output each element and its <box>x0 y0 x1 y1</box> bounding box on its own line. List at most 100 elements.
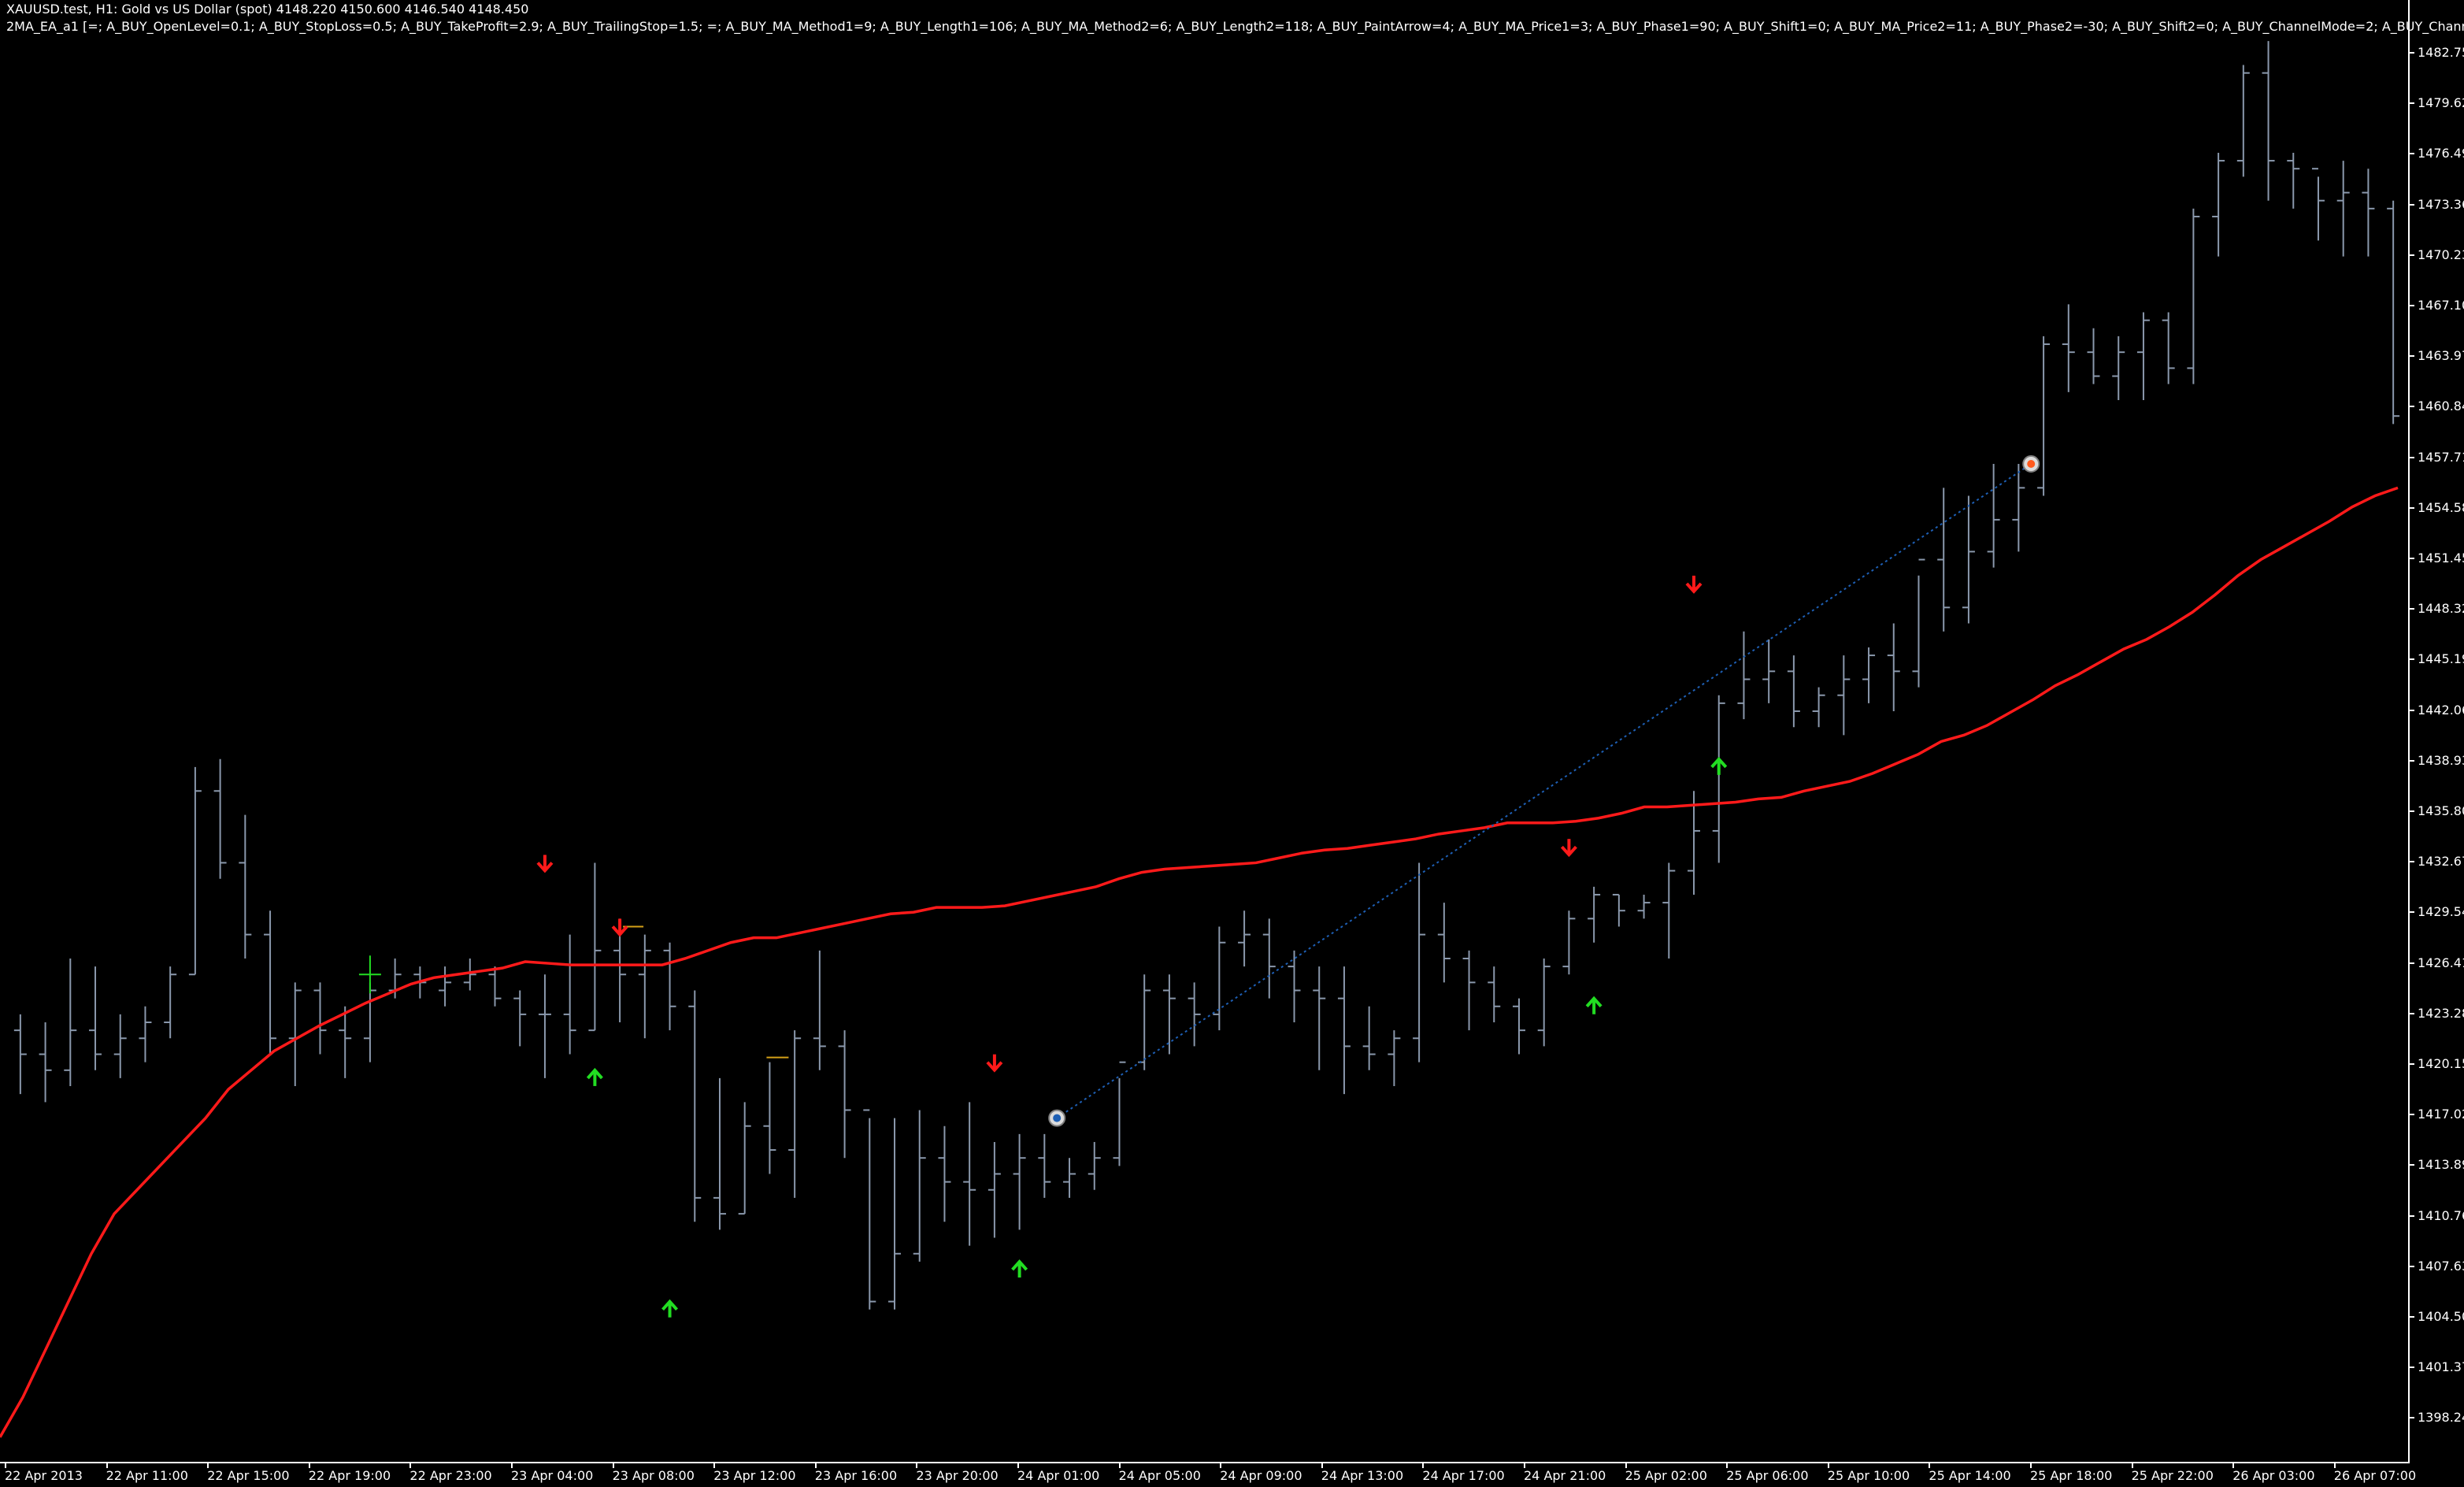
ohlc-bar <box>838 1030 851 1159</box>
ohlc-bar <box>2236 65 2250 177</box>
time-axis-tick <box>814 1462 817 1468</box>
time-axis-label: 22 Apr 2013 <box>5 1468 83 1483</box>
price-axis-label: 1451.450 <box>2418 551 2464 566</box>
ohlc-bar <box>313 982 327 1055</box>
ohlc-bar <box>188 766 202 976</box>
price-axis-label: 1482.750 <box>2418 45 2464 60</box>
ohlc-bar <box>2387 200 2400 425</box>
ohlc-bar <box>1537 958 1551 1047</box>
price-axis-label: 1442.060 <box>2418 702 2464 718</box>
price-axis-tick <box>2408 1063 2414 1065</box>
price-axis-tick <box>2408 203 2414 206</box>
price-axis-tick <box>2408 810 2414 812</box>
ohlc-bar <box>1662 862 1676 959</box>
ohlc-bar <box>2037 336 2051 496</box>
ohlc-bar <box>439 966 452 1007</box>
price-axis-tick <box>2408 911 2414 914</box>
price-axis-tick <box>2408 1114 2414 1116</box>
time-axis-tick <box>1220 1462 1222 1468</box>
price-axis-label: 1404.500 <box>2418 1309 2464 1324</box>
price-axis-tick <box>2408 305 2414 306</box>
sell-arrow-icon <box>1560 839 1577 858</box>
price-axis-tick <box>2408 1214 2414 1217</box>
time-axis-tick <box>713 1462 716 1468</box>
price-axis-label: 1445.190 <box>2418 651 2464 667</box>
time-axis-label: 23 Apr 04:00 <box>511 1468 594 1483</box>
price-axis-label: 1470.230 <box>2418 247 2464 262</box>
ohlc-bar <box>1562 910 1576 975</box>
ohlc-bar <box>1488 966 1501 1023</box>
ohlc-bar <box>1262 918 1276 999</box>
time-axis-tick <box>2232 1462 2235 1468</box>
symbol-header: XAUUSD.test, H1: Gold vs US Dollar (spot… <box>6 2 529 17</box>
time-axis-tick <box>5 1462 6 1468</box>
ohlc-bar <box>339 1006 352 1078</box>
bars-layer <box>13 41 2400 1310</box>
ohlc-bar <box>813 950 826 1070</box>
time-axis-tick <box>1625 1462 1627 1468</box>
ohlc-bar <box>788 1030 802 1198</box>
ohlc-bar <box>863 1109 876 1310</box>
ohlc-bar <box>1862 647 1876 703</box>
ohlc-bar <box>363 982 376 1062</box>
expert-params-header: 2MA_EA_a1 [=; A_BUY_OpenLevel=0.1; A_BUY… <box>6 19 2464 34</box>
price-axis-label: 1435.800 <box>2418 803 2464 818</box>
price-axis-label: 1423.280 <box>2418 1005 2464 1021</box>
ohlc-bar <box>64 958 77 1087</box>
price-axis-label: 1473.360 <box>2418 196 2464 212</box>
price-axis-tick <box>2408 1316 2414 1318</box>
ohlc-bar <box>2212 152 2225 257</box>
ohlc-bar <box>139 1006 152 1062</box>
ohlc-bar <box>1038 1133 1051 1198</box>
ohlc-bar <box>913 1110 926 1262</box>
sell-arrow-icon <box>611 918 628 937</box>
time-axis-label: 26 Apr 03:00 <box>2232 1468 2315 1483</box>
price-axis-tick <box>2408 153 2414 155</box>
price-axis-tick <box>2408 52 2414 54</box>
time-axis-tick <box>511 1462 513 1468</box>
price-axis-label: 1476.490 <box>2418 146 2464 161</box>
ohlc-bar <box>1688 791 1701 895</box>
ohlc-bar <box>488 966 502 1007</box>
ohlc-bar <box>1512 998 1525 1055</box>
ohlc-bar <box>1162 974 1176 1055</box>
buy-arrow-icon <box>586 1067 603 1086</box>
ohlc-bar <box>264 910 277 1055</box>
ohlc-bar <box>1612 893 1625 927</box>
price-axis-label: 1479.620 <box>2418 95 2464 111</box>
price-axis-label: 1407.630 <box>2418 1258 2464 1274</box>
time-axis-label: 23 Apr 16:00 <box>814 1468 898 1483</box>
time-axis-tick <box>2333 1462 2336 1468</box>
ohlc-bar <box>513 990 527 1047</box>
ohlc-bar <box>2311 168 2325 241</box>
time-axis-label: 24 Apr 17:00 <box>1422 1468 1505 1483</box>
ohlc-bar <box>1762 639 1776 703</box>
ohlc-bar <box>588 862 602 1032</box>
price-axis-tick <box>2408 861 2414 863</box>
time-axis-label: 25 Apr 14:00 <box>1929 1468 2011 1483</box>
price-axis-label: 1398.240 <box>2418 1410 2464 1426</box>
time-axis-label: 25 Apr 18:00 <box>2030 1468 2113 1483</box>
price-axis-tick <box>2408 1366 2414 1369</box>
sell-arrow-icon <box>986 1054 1003 1073</box>
time-axis-tick <box>1929 1462 1931 1468</box>
ohlc-bar <box>1912 558 1925 688</box>
ohlc-bar <box>2062 304 2075 392</box>
ohlc-bar <box>1887 623 1900 711</box>
ohlc-bar <box>1737 631 1751 720</box>
time-axis-label: 22 Apr 19:00 <box>308 1468 391 1483</box>
ohlc-bar <box>2162 312 2175 384</box>
time-axis-label: 23 Apr 20:00 <box>916 1468 999 1483</box>
ohlc-bar <box>1337 966 1351 1095</box>
ohlc-bar <box>663 942 676 1031</box>
price-axis-line <box>2408 0 2410 1462</box>
ohlc-bar <box>938 1125 951 1222</box>
price-axis-tick <box>2408 608 2414 610</box>
ohlc-bar <box>2112 336 2125 400</box>
ohlc-bar <box>1812 687 1825 728</box>
ohlc-bar <box>1413 862 1426 1062</box>
price-axis-tick <box>2408 759 2414 762</box>
ohlc-bar <box>1962 495 1975 624</box>
